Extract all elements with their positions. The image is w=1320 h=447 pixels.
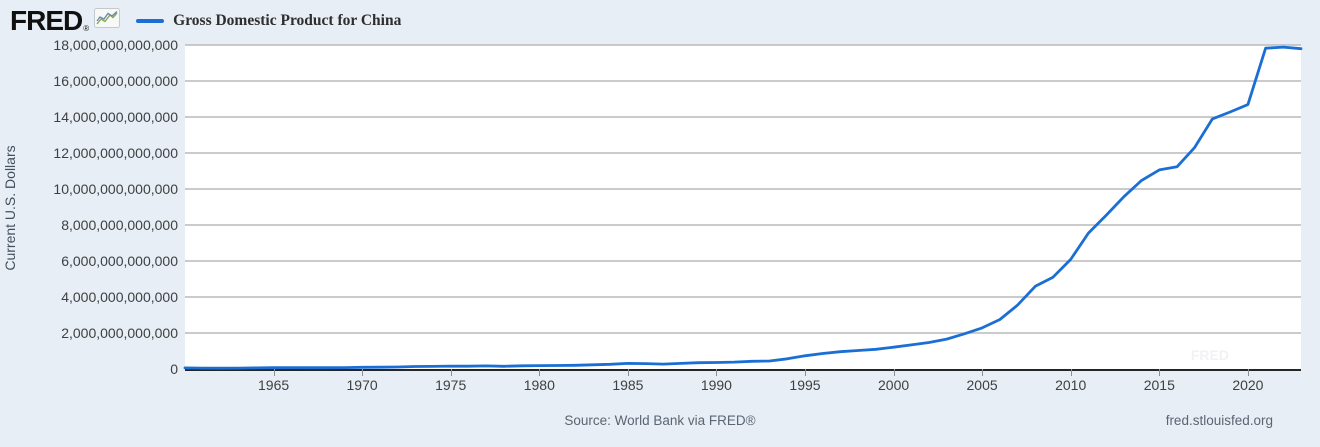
- x-tick-label: 2020: [1232, 377, 1264, 393]
- fred-watermark: FRED: [1190, 347, 1229, 363]
- x-tick-label: 1975: [435, 377, 467, 393]
- y-tick-label: 18,000,000,000,000: [53, 37, 178, 53]
- y-tick-label: 6,000,000,000,000: [61, 253, 178, 269]
- x-tick-mark: [1159, 369, 1161, 376]
- gdp-series-line: [183, 45, 1303, 370]
- y-tick-label: 0: [170, 361, 178, 377]
- x-tick-label: 1965: [258, 377, 290, 393]
- x-tick-label: 1995: [789, 377, 821, 393]
- x-tick-label: 1985: [612, 377, 644, 393]
- x-tick-mark: [627, 369, 629, 376]
- x-tick-label: 2000: [878, 377, 910, 393]
- x-tick-mark: [450, 369, 452, 376]
- x-tick-label: 1990: [700, 377, 732, 393]
- x-tick-label: 2005: [966, 377, 998, 393]
- x-tick-mark: [1070, 369, 1072, 376]
- y-tick-label: 16,000,000,000,000: [53, 73, 178, 89]
- plot-area: FRED: [183, 44, 1303, 371]
- fred-url: fred.stlouisfed.org: [1165, 413, 1273, 428]
- x-tick-mark: [716, 369, 718, 376]
- fred-logo-text: FRED: [10, 5, 83, 36]
- y-tick-label: 10,000,000,000,000: [53, 181, 178, 197]
- x-tick-mark: [362, 369, 364, 376]
- legend-series-label: Gross Domestic Product for China: [173, 12, 402, 29]
- x-tick-label: 2010: [1055, 377, 1087, 393]
- chart-header: FRED ® Gross Domestic Product for China: [10, 6, 401, 36]
- x-tick-mark: [1247, 369, 1249, 376]
- y-tick-label: 8,000,000,000,000: [61, 217, 178, 233]
- gdp-line-chart: [183, 44, 1303, 370]
- legend-line-swatch: [136, 19, 165, 23]
- x-tick-label: 1980: [523, 377, 555, 393]
- sparkline-icon: [94, 8, 121, 33]
- y-tick-label: 12,000,000,000,000: [53, 145, 178, 161]
- y-tick-label: 14,000,000,000,000: [53, 109, 178, 125]
- legend: Gross Domestic Product for China: [136, 12, 401, 30]
- source-note: Source: World Bank via FRED®: [564, 413, 756, 428]
- y-tick-label: 4,000,000,000,000: [61, 289, 178, 305]
- x-tick-mark: [893, 369, 895, 376]
- x-tick-mark: [539, 369, 541, 376]
- registered-mark: ®: [83, 24, 90, 33]
- fred-logo: FRED ®: [10, 5, 121, 36]
- x-tick-mark: [805, 369, 806, 376]
- x-tick-mark: [273, 369, 275, 376]
- y-tick-label: 2,000,000,000,000: [61, 325, 178, 341]
- x-tick-label: 1970: [346, 377, 378, 393]
- x-tick-mark: [982, 369, 984, 376]
- x-tick-label: 2015: [1143, 377, 1175, 393]
